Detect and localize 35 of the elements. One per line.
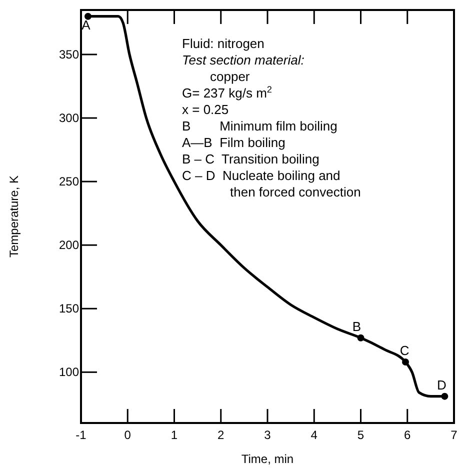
annotation: B Minimum film boiling <box>182 118 338 134</box>
annotation: then forced convection <box>230 184 361 200</box>
y-axis-title: Temperature, K <box>7 175 21 258</box>
y-tick-label: 350 <box>58 47 80 62</box>
annotation: x = 0.25 <box>182 102 229 117</box>
y-tick-label: 100 <box>58 365 80 380</box>
x-tick-label: 4 <box>310 428 318 442</box>
x-tick-label: -1 <box>76 428 87 442</box>
point <box>357 334 364 342</box>
x-tick-label: 6 <box>404 428 412 442</box>
y-tick-label: 150 <box>58 302 80 316</box>
y-tick-label: 300 <box>58 111 80 126</box>
annotation: C – D Nucleate boiling and <box>182 168 340 183</box>
x-tick-label: 5 <box>357 428 364 442</box>
x-tick-label: 2 <box>218 428 225 442</box>
x-tick-label: 0 <box>124 428 132 442</box>
annotation: A—B Film boiling <box>182 135 286 150</box>
point <box>402 358 410 366</box>
annotation: Test section material: <box>182 52 305 68</box>
x-tick-label: 3 <box>264 428 272 442</box>
x-tick-label: 1 <box>170 428 178 442</box>
x-tick-label: 7 <box>450 428 458 442</box>
annotation: A <box>82 17 91 32</box>
annotation: Fluid: nitrogen <box>182 36 264 51</box>
annotation: B <box>352 318 362 334</box>
y-tick-label: 200 <box>58 238 80 252</box>
annotation: copper <box>210 69 250 84</box>
annotation: D <box>436 377 446 392</box>
point <box>84 12 92 20</box>
point <box>441 392 448 400</box>
annotation: G= 237 kg/s m$^{2}$ <box>182 84 272 100</box>
annotation: B – C Transition boiling <box>182 152 320 166</box>
y-tick-label: 250 <box>58 174 80 189</box>
x-axis-title: Time, min <box>241 452 294 466</box>
annotation: C <box>400 343 410 358</box>
